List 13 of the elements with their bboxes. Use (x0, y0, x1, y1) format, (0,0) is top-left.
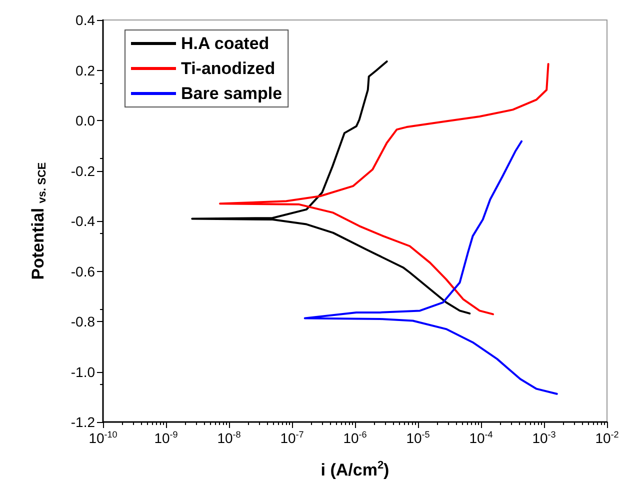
y-tick-label: 0.0 (76, 112, 96, 128)
y-tick-label: -1.0 (70, 364, 96, 380)
y-tick-label: -0.6 (70, 263, 96, 280)
y-tick-label: -0.4 (70, 213, 96, 229)
y-axis-title: Potential vs. SCE (28, 162, 48, 280)
legend-label: Bare sample (181, 84, 282, 103)
y-tick-label: -0.2 (70, 162, 96, 179)
y-tick-label: -1.2 (70, 414, 96, 430)
y-tick-label: 0.4 (76, 12, 96, 28)
legend-label: H.A coated (181, 34, 270, 53)
y-tick-label: -0.8 (70, 314, 96, 330)
legend-label: Ti-anodized (181, 59, 276, 78)
y-tick-label: 0.2 (76, 62, 96, 78)
